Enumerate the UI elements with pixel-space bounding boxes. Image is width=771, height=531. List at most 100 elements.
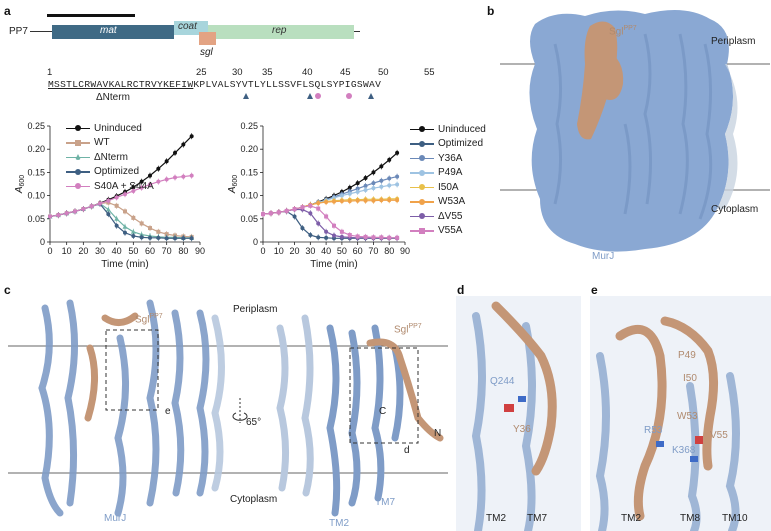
y-tick-label: 0.10 [27,191,45,201]
data-point [355,181,360,186]
y-tick-label: 0.20 [27,144,45,154]
data-point [56,213,61,218]
legend-entry: WT [66,136,154,151]
growth-chart-left: 0 10 20 30 40 50 60 70 80 90 0 0.05 0.10 0.15 0.20 0.25… [14,121,205,270]
legend-label: I50A [438,181,459,193]
data-point [156,235,161,240]
data-point [123,192,127,197]
gene-coat: coat [174,21,208,35]
e-tm10-label: TM10 [722,513,748,524]
data-point [123,230,127,235]
data-point [347,185,352,190]
x-tick-label: 50 [337,246,347,256]
data-point [387,198,392,203]
data-point [308,203,313,208]
data-point [292,214,297,219]
legend-label: ΔNterm [94,151,128,163]
data-point [395,182,400,187]
legend-swatch [66,181,90,191]
x-tick-label: 90 [400,246,410,256]
y-tick-label: 0.05 [240,214,258,224]
data-point [89,204,94,209]
cryoem-map [500,10,770,252]
series-line [262,208,398,239]
legend-entry: Optimized [410,137,486,152]
b-periplasm-label: Periplasm [711,36,756,47]
y-tick-label: 0 [40,237,45,247]
structure-e [590,296,771,531]
data-point [363,183,368,188]
y-tick-label: 0.25 [27,121,45,131]
data-point [139,235,144,240]
data-point [339,199,344,204]
data-point [106,212,111,217]
e-r53-label: R53 [644,425,663,436]
legend-swatch [66,138,90,148]
sgl-density-2 [605,49,624,100]
legend-label: W53A [438,196,466,208]
c-nterm-label: N [434,428,442,439]
data-point [339,234,344,239]
y-axis-label: A600 [228,175,239,194]
x-tick-label: 70 [162,246,172,256]
x-tick-label: 40 [112,246,122,256]
data-point [339,229,344,234]
x-tick-label: 20 [78,246,88,256]
x-tick-label: 60 [145,246,155,256]
legend-swatch [410,197,434,207]
seq-num-30: 30 [232,67,243,78]
legend-label: Uninduced [438,123,486,135]
legend-swatch [410,226,434,236]
seq-num-50: 50 [378,67,389,78]
legend-label: S40A + S44A [94,180,154,192]
data-point [164,236,169,241]
data-point [114,216,120,221]
panel-label-d: d [457,283,465,297]
data-point [261,212,265,217]
legend-label: Optimized [438,138,484,150]
data-point [173,175,177,180]
data-point [73,209,77,214]
seq-rest: KPLVALSYVTLYLLSSVFLSQLSYPIGSWAV [193,79,382,90]
y-tick-label: 0.20 [240,144,258,154]
legend-swatch [410,182,434,192]
panel-label-e: e [591,283,598,297]
legend-entry: V55A [410,224,486,239]
series-line [262,152,398,215]
marker-dot-1 [315,93,321,99]
legend-swatch [410,153,434,163]
marker-dot-2 [346,93,352,99]
legend-right: Uninduced Optimized Y36A P49A I50A W53A ΔV55 V5… [410,122,486,238]
data-point [316,201,321,206]
gene-sgl-label: sgl [200,47,213,58]
y-axis-label: A600 [14,175,26,194]
data-point [114,223,119,228]
legend-label: Optimized [94,166,140,178]
data-point [300,226,305,231]
legend-left: Uninduced WT ΔNterm Optimized S40A + S44A [66,121,154,194]
e-tm2-label: TM2 [621,513,641,524]
panel-label-a: a [4,4,11,18]
seq-num-40: 40 [302,67,313,78]
seq-num-1: 1 [47,67,53,78]
x-tick-label: 70 [368,246,378,256]
data-point [156,166,161,171]
c-sgl-label-right: SglPP7 [394,323,422,336]
gene-rep: rep [208,25,354,39]
data-point [355,186,360,191]
data-point [363,188,368,193]
phage-label: PP7 [9,26,28,37]
data-point [387,183,392,188]
legend-entry: W53A [410,195,486,210]
legend-label: Y36A [438,152,463,164]
data-point [347,191,352,196]
legend-entry: ΔV55 [410,209,486,224]
marker-triangle-2 [307,93,313,99]
d-y36-label: Y36 [513,424,531,435]
data-point [332,223,336,228]
x-axis-label: Time (min) [101,259,148,270]
data-point [131,233,136,238]
c-murj-label: MurJ [104,513,127,524]
data-point [387,235,392,240]
legend-entry: ΔNterm [66,150,154,165]
